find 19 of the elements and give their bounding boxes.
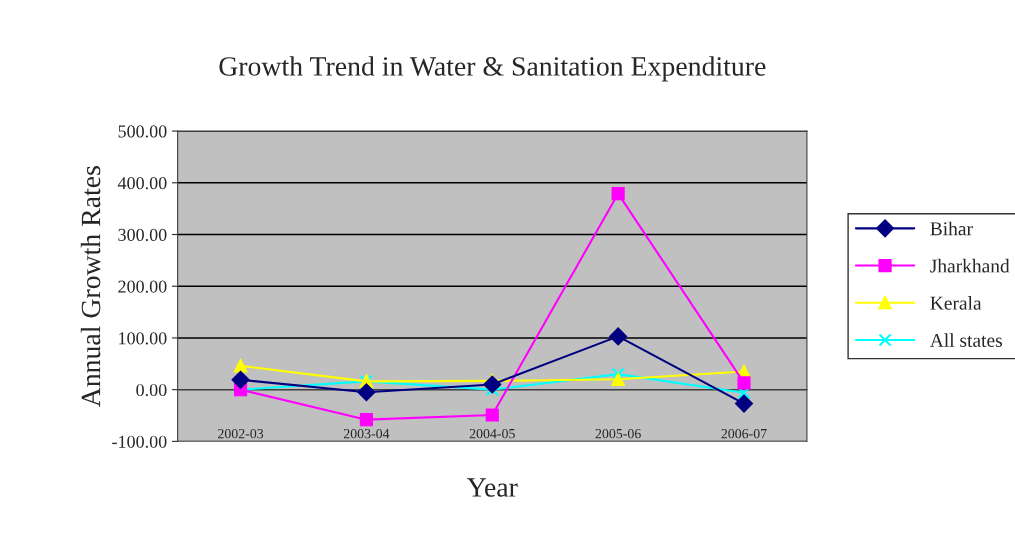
- y-tick-label: -100.00: [112, 435, 167, 448]
- x-tick-label: 2004-05: [469, 428, 515, 439]
- y-tick-label: 300.00: [118, 228, 167, 242]
- x-tick-label: 2002-03: [218, 428, 264, 439]
- x-tick-label: 2003-04: [343, 428, 390, 439]
- chart-title: Growth Trend in Water & Sanitation Expenditure: [219, 56, 766, 82]
- x-tick-label: 2006-07: [721, 428, 767, 439]
- x-axis-title: Year: [466, 478, 518, 497]
- y-tick-label: 200.00: [118, 280, 167, 293]
- legend-label: Bihar: [930, 221, 973, 236]
- y-tick-label: 0.00: [136, 383, 167, 397]
- legend-label: Kerala: [930, 296, 982, 310]
- y-axis-title: Annual Growth Rates: [80, 166, 101, 408]
- x-tick-label: 2005-06: [595, 428, 641, 439]
- legend-label: Jharkhand: [930, 258, 1010, 273]
- y-tick-label: 100.00: [119, 332, 167, 345]
- legend-label: All states: [929, 333, 1002, 347]
- y-tick-label: 400.00: [117, 177, 167, 190]
- y-tick-label: 500.00: [118, 125, 167, 138]
